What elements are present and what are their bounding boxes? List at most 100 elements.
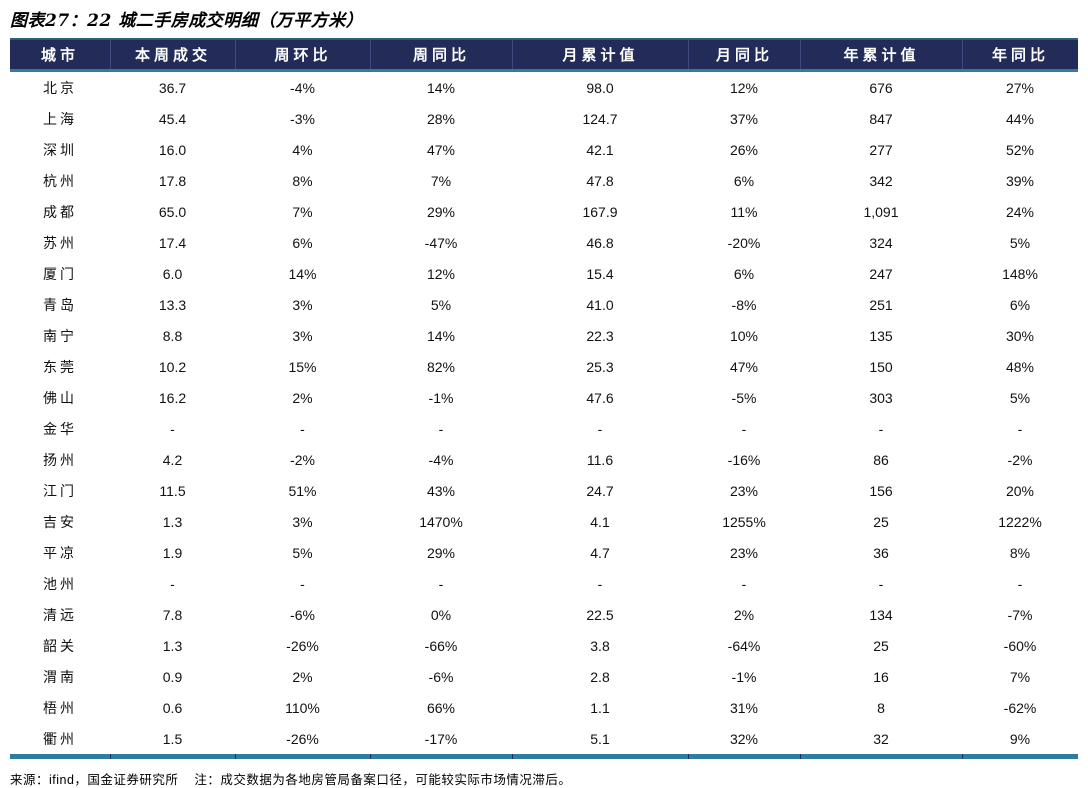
city-cell: 佛山 — [43, 389, 77, 406]
value-cell: 17.8 — [158, 172, 187, 189]
value-cell: -47% — [424, 234, 458, 251]
value-cell: 47.8 — [586, 172, 614, 189]
table-row: 池州 - - - - - - - — [10, 568, 1078, 599]
value-cell: 4% — [292, 141, 313, 158]
value-cell: 124.7 — [582, 110, 618, 127]
value-cell: 16.2 — [158, 389, 187, 406]
value-cell: 3% — [292, 513, 313, 530]
city-cell: 杭州 — [43, 172, 77, 189]
table-row: 杭州 17.8 8% 7% 47.8 6% 342 39% — [10, 165, 1078, 196]
value-cell: 3.8 — [590, 637, 610, 654]
value-cell: 8.8 — [162, 327, 183, 344]
value-cell: -16% — [727, 451, 761, 468]
value-cell: -4% — [290, 79, 315, 96]
value-cell: 324 — [869, 234, 893, 251]
table-row: 南宁 8.8 3% 14% 22.3 10% 135 30% — [10, 320, 1078, 351]
value-cell: -66% — [424, 637, 458, 654]
value-cell: 65.0 — [158, 203, 187, 220]
value-cell: 14% — [288, 265, 317, 282]
value-cell: 52% — [1005, 141, 1035, 158]
value-cell: -8% — [731, 296, 757, 313]
bottom-border-segment — [512, 754, 688, 759]
table-row: 佛山 16.2 2% -1% 47.6 -5% 303 5% — [10, 382, 1078, 413]
table-row: 厦门 6.0 14% 12% 15.4 6% 247 148% — [10, 258, 1078, 289]
value-cell: 10% — [729, 327, 759, 344]
city-cell: 厦门 — [43, 265, 77, 282]
value-cell: 7% — [292, 203, 313, 220]
value-cell: 13.3 — [158, 296, 187, 313]
table-row: 吉安 1.3 3% 1470% 4.1 1255% 25 1222% — [10, 506, 1078, 537]
value-cell: 29% — [426, 203, 456, 220]
value-cell: 26% — [729, 141, 759, 158]
city-cell: 衢州 — [43, 730, 77, 747]
city-cell: 江门 — [43, 482, 77, 499]
table-row: 梧州 0.6 110% 66% 1.1 31% 8 -62% — [10, 692, 1078, 723]
column-header-7: 年同比 — [962, 40, 1078, 69]
value-cell: 135 — [869, 327, 893, 344]
city-cell: 梧州 — [43, 699, 77, 716]
value-cell: -60% — [1003, 637, 1037, 654]
data-table: 城市 本周成交 周环比 周同比 月累计值 月同比 年累计值 年同比 北京 36.7 -4% 14% 9… — [10, 38, 1078, 759]
value-cell: 342 — [869, 172, 893, 189]
city-cell: 扬州 — [43, 451, 77, 468]
value-cell: 25.3 — [586, 358, 614, 375]
source-text: 来源：ifind，国金证券研究所 — [10, 773, 179, 787]
value-cell: 36.7 — [158, 79, 187, 96]
bottom-border-segment — [688, 754, 800, 759]
city-cell: 上海 — [43, 110, 77, 127]
value-cell: 48% — [1005, 358, 1035, 375]
value-cell: -26% — [286, 637, 319, 654]
value-cell: 8% — [1009, 544, 1031, 561]
city-cell: 成都 — [43, 203, 77, 220]
city-cell: 平凉 — [43, 544, 77, 561]
value-cell: - — [438, 575, 444, 592]
value-cell: 0.6 — [162, 699, 183, 716]
value-cell: 3% — [292, 327, 313, 344]
value-cell: -7% — [1007, 606, 1033, 623]
city-cell: 清远 — [43, 606, 77, 623]
value-cell: 12% — [729, 79, 759, 96]
value-cell: 1,091 — [863, 203, 899, 220]
table-row: 衢州 1.5 -26% -17% 5.1 32% 32 9% — [10, 723, 1078, 754]
city-cell: 东莞 — [43, 358, 77, 375]
city-cell: 南宁 — [43, 327, 77, 344]
column-header-5: 月同比 — [688, 40, 800, 69]
table-row: 清远 7.8 -6% 0% 22.5 2% 134 -7% — [10, 599, 1078, 630]
value-cell: 7% — [1009, 668, 1031, 685]
value-cell: 44% — [1005, 110, 1035, 127]
table-row: 成都 65.0 7% 29% 167.9 11% 1,091 24% — [10, 196, 1078, 227]
value-cell: 14% — [426, 327, 456, 344]
column-header-4: 月累计值 — [512, 40, 688, 69]
note-text: 注：成交数据为各地房管局备案口径，可能较实际市场情况滞后。 — [194, 773, 572, 787]
value-cell: 8 — [877, 699, 885, 716]
value-cell: 47.6 — [586, 389, 614, 406]
value-cell: 45.4 — [158, 110, 187, 127]
value-cell: 86 — [873, 451, 889, 468]
value-cell: 27% — [1005, 79, 1035, 96]
bottom-border-segment — [10, 754, 110, 759]
value-cell: 5% — [1009, 234, 1031, 251]
value-cell: 4.7 — [590, 544, 610, 561]
value-cell: 6% — [292, 234, 313, 251]
bottom-border-segment — [235, 754, 370, 759]
table-row: 上海 45.4 -3% 28% 124.7 37% 847 44% — [10, 103, 1078, 134]
value-cell: 25 — [873, 637, 889, 654]
city-cell: 吉安 — [43, 513, 77, 530]
table-row: 韶关 1.3 -26% -66% 3.8 -64% 25 -60% — [10, 630, 1078, 661]
value-cell: 1.1 — [590, 699, 610, 716]
value-cell: 16 — [873, 668, 889, 685]
table-bottom-border — [10, 754, 1078, 759]
city-cell: 北京 — [43, 79, 77, 96]
value-cell: 14% — [426, 79, 456, 96]
city-cell: 青岛 — [43, 296, 77, 313]
value-cell: 22.5 — [586, 606, 614, 623]
value-cell: 6.0 — [162, 265, 183, 282]
value-cell: 24.7 — [586, 482, 614, 499]
value-cell: - — [170, 575, 175, 592]
value-cell: - — [170, 420, 175, 437]
value-cell: 36 — [873, 544, 889, 561]
value-cell: 1.9 — [162, 544, 183, 561]
table-row: 江门 11.5 51% 43% 24.7 23% 156 20% — [10, 475, 1078, 506]
table-row: 苏州 17.4 6% -47% 46.8 -20% 324 5% — [10, 227, 1078, 258]
